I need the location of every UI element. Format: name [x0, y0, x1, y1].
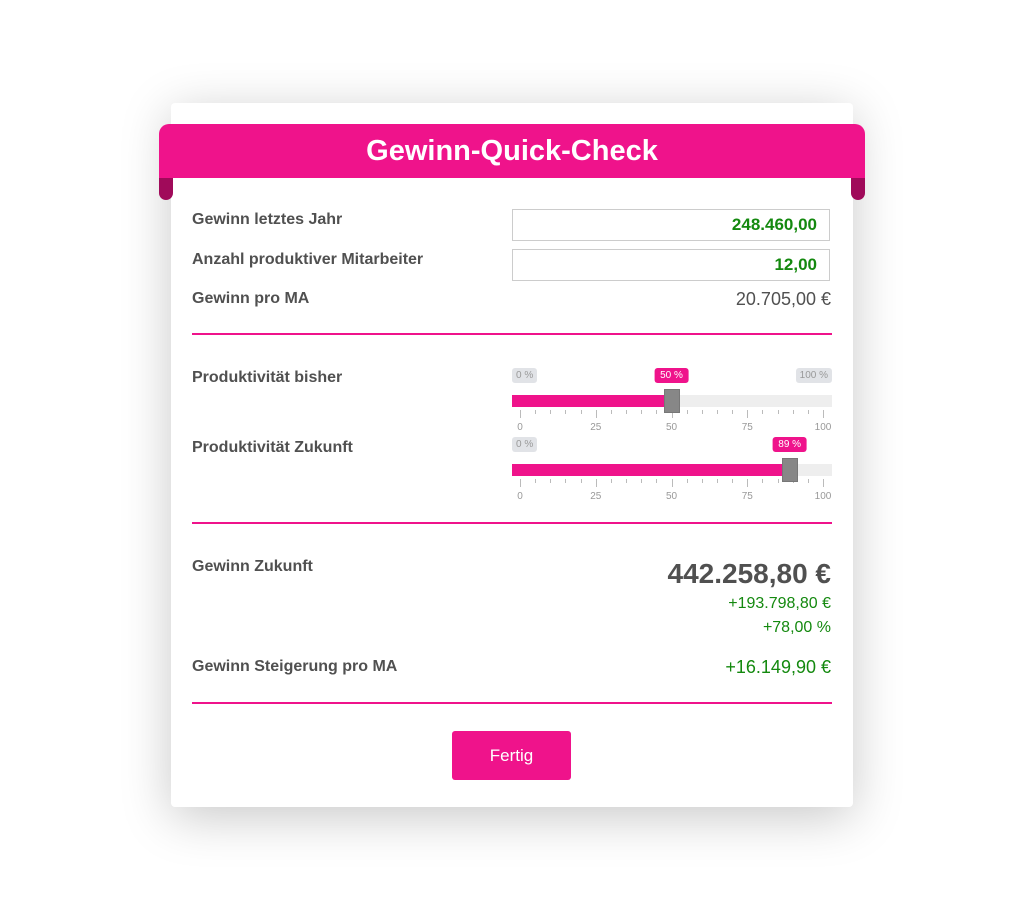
slider-tick — [807, 410, 809, 414]
produktivitaet-zukunft-label: Produktivität Zukunft — [192, 439, 353, 456]
slider-tick — [626, 410, 628, 414]
slider-tick — [701, 479, 703, 483]
gewinn-delta-percent: +78,00 % — [762, 619, 831, 636]
slider-tick — [656, 479, 658, 483]
slider-min-label: 0 % — [512, 437, 538, 452]
slider-tick — [671, 479, 673, 487]
slider-tick — [550, 479, 552, 483]
produktivitaet-zukunft-slider[interactable]: 0 % 0 25 50 75 100 89 % — [512, 437, 832, 502]
slider-tick — [777, 479, 779, 483]
slider-tick — [641, 479, 643, 483]
divider — [192, 522, 832, 524]
slider-min-label: 0 % — [512, 368, 538, 383]
gewinn-zukunft-label: Gewinn Zukunft — [192, 558, 313, 575]
gewinn-delta-absolute: +193.798,80 € — [728, 595, 831, 612]
divider — [192, 333, 832, 335]
slider-tick — [656, 410, 658, 414]
slider-tick — [732, 410, 734, 414]
slider-tick-label: 50 — [665, 422, 678, 433]
slider-thumb[interactable] — [663, 389, 680, 413]
slider-tick — [701, 410, 703, 414]
slider-tick — [762, 410, 764, 414]
slider-tick — [671, 410, 673, 418]
slider-tick — [716, 479, 718, 483]
slider-tick — [535, 410, 537, 414]
gewinn-pro-ma-value: 20.705,00 € — [735, 289, 831, 309]
slider-tick-label: 75 — [741, 491, 753, 502]
gewinn-steigerung-value: +16.149,90 € — [725, 657, 831, 677]
slider-tick — [610, 410, 612, 414]
slider-tick — [520, 479, 521, 487]
slider-thumb[interactable] — [781, 458, 798, 482]
slider-tick — [747, 479, 749, 487]
slider-tick — [792, 410, 794, 414]
slider-tick — [777, 410, 779, 414]
slider-tick — [686, 479, 688, 483]
slider-value-bubble: 50 % — [654, 368, 689, 383]
dialog-title: Gewinn-Quick-Check — [159, 124, 865, 178]
slider-tick — [610, 479, 612, 483]
slider-tick — [716, 410, 718, 414]
slider-tick-label: 50 — [665, 491, 678, 502]
slider-tick — [762, 479, 764, 483]
fertig-button[interactable]: Fertig — [452, 731, 571, 780]
gewinn-zukunft-value: 442.258,80 € — [667, 558, 832, 589]
slider-tick — [520, 410, 521, 418]
slider-tick — [823, 479, 824, 487]
produktivitaet-bisher-label: Produktivität bisher — [192, 369, 343, 386]
gewinn-pro-ma-label: Gewinn pro MA — [192, 290, 310, 307]
divider — [192, 702, 832, 704]
slider-tick-label: 0 — [517, 422, 523, 433]
slider-tick — [535, 479, 537, 483]
slider-fill — [512, 395, 672, 407]
slider-tick — [747, 410, 749, 418]
slider-tick — [595, 410, 597, 418]
slider-tick-label: 0 — [517, 491, 523, 502]
slider-tick — [823, 410, 824, 418]
slider-tick — [595, 479, 597, 487]
slider-tick-label: 25 — [590, 491, 602, 502]
slider-tick-label: 25 — [590, 422, 602, 433]
slider-tick — [686, 410, 688, 414]
slider-tick — [807, 479, 809, 483]
slider-tick-label: 100 — [814, 422, 832, 433]
slider-tick — [626, 479, 628, 483]
gewinn-input[interactable]: 248.460,00 — [512, 209, 830, 241]
gewinn-label: Gewinn letztes Jahr — [192, 211, 343, 228]
slider-tick-label: 100 — [814, 491, 832, 502]
slider-tick — [732, 479, 734, 483]
mitarbeiter-label: Anzahl produktiver Mitarbeiter — [192, 251, 424, 268]
gewinn-steigerung-label: Gewinn Steigerung pro MA — [192, 658, 398, 675]
slider-tick — [580, 479, 582, 483]
slider-tick — [550, 410, 552, 414]
slider-tick — [565, 479, 567, 483]
slider-value-bubble: 89 % — [772, 437, 808, 452]
slider-fill — [512, 464, 790, 476]
slider-tick — [580, 410, 582, 414]
produktivitaet-bisher-slider[interactable]: 0 % 100 % 0 25 50 75 100 50 % — [512, 368, 832, 433]
slider-tick — [565, 410, 567, 414]
mitarbeiter-input[interactable]: 12,00 — [512, 249, 830, 281]
slider-max-label: 100 % — [795, 368, 832, 383]
slider-tick — [641, 410, 643, 414]
slider-tick-label: 75 — [741, 422, 753, 433]
